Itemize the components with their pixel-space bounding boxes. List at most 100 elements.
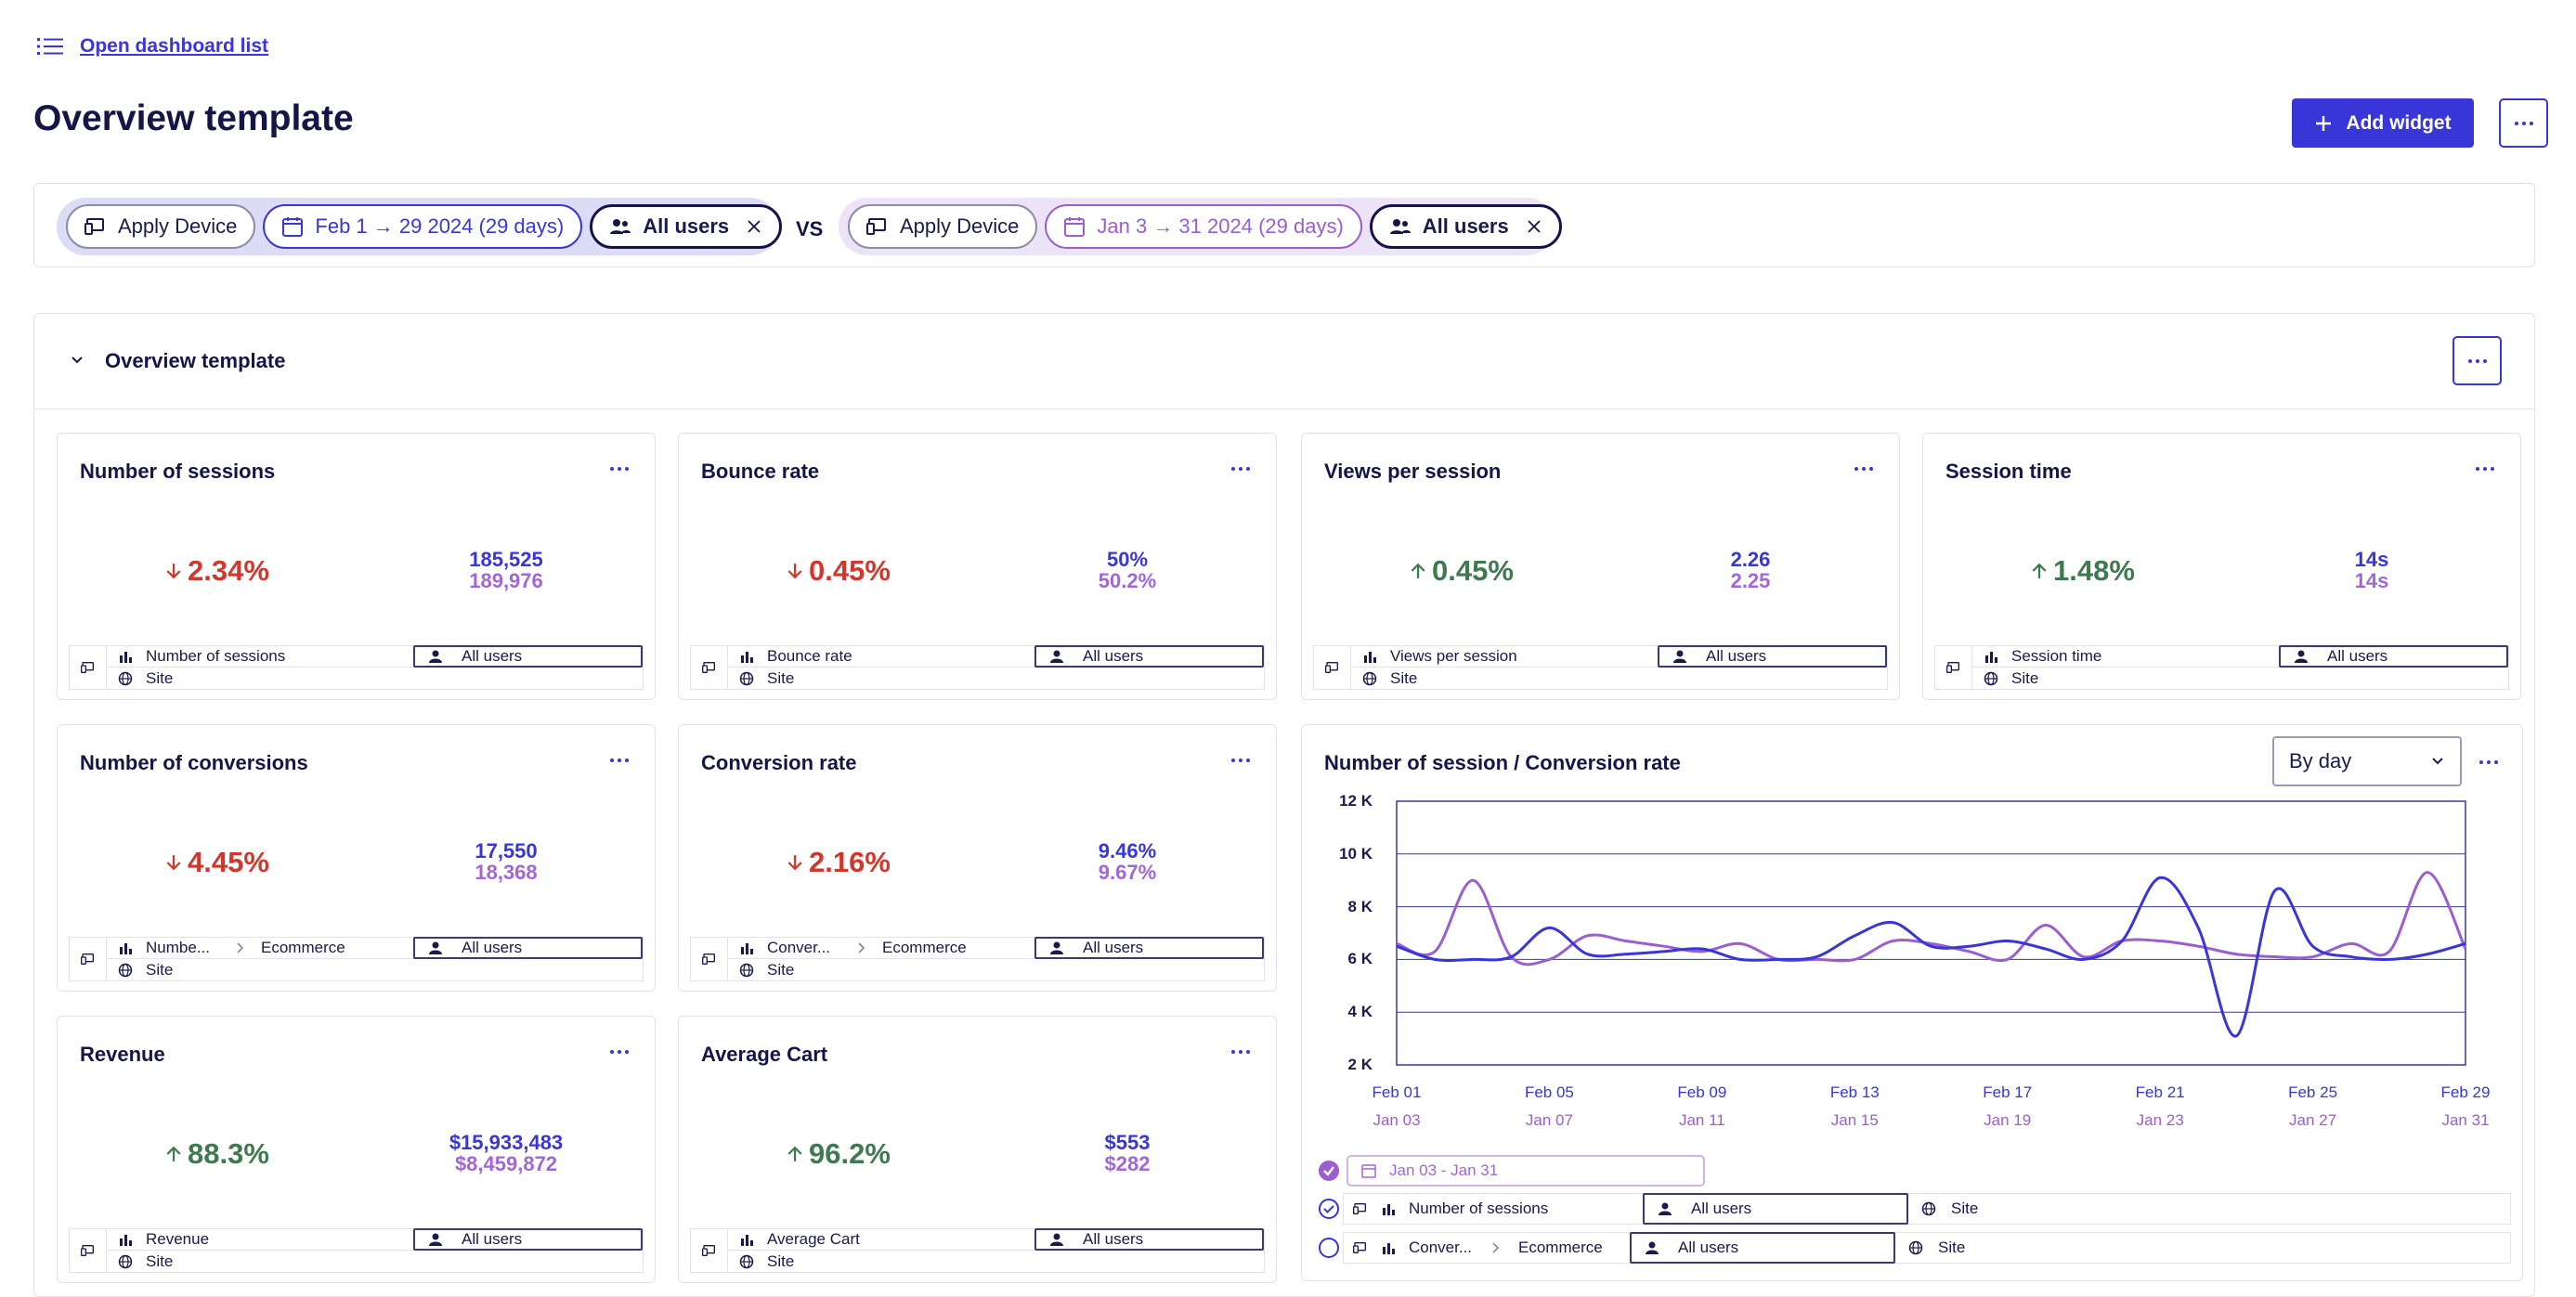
metric-label: Average Cart <box>767 1230 860 1248</box>
users-icon <box>610 219 631 234</box>
chevron-down-icon <box>2432 758 2443 765</box>
footer-metric: Numbe... Ecommerce <box>107 938 413 958</box>
goal-label: Ecommerce <box>261 939 345 956</box>
comparison-value: 14s <box>2354 569 2389 592</box>
legend-metric: Conver... <box>1409 1239 1473 1256</box>
kpi-card: Conversion rate 2.16% 9.46% 9.67% Conver… <box>678 724 1277 992</box>
card-more-button[interactable] <box>2476 467 2494 471</box>
segment-filter[interactable]: All users <box>590 204 783 249</box>
section-more-button[interactable] <box>2452 336 2502 385</box>
site-label: Site <box>1390 668 1418 687</box>
footer-metric-row: Session time All users <box>1971 645 2509 668</box>
footer-device <box>69 645 106 690</box>
y-tick-label: 6 K <box>1347 950 1373 968</box>
segment-label: All users <box>462 1230 523 1248</box>
chevron-down-icon[interactable] <box>70 353 85 368</box>
device-icon <box>1945 662 1959 673</box>
comparison-date-range-picker[interactable]: Jan 3 → 31 2024 (29 days) <box>1045 204 1362 249</box>
legend-segment-label: All users <box>1678 1239 1739 1256</box>
metric-label: Session time <box>2011 647 2102 665</box>
chart-title: Number of session / Conversion rate <box>1324 751 1681 774</box>
change-percentage: 2.34% <box>165 554 269 588</box>
card-title: Conversion rate <box>701 751 857 774</box>
legend-segment: All users <box>1643 1193 1908 1225</box>
site-label: Site <box>146 1252 174 1270</box>
close-icon[interactable] <box>746 218 762 235</box>
x-tick-label-comparison: Jan 07 <box>1525 1111 1573 1129</box>
user-icon <box>1050 941 1063 954</box>
device-icon <box>701 953 715 965</box>
footer-metric-row: Conver... Ecommerce All users <box>727 937 1265 959</box>
plus-icon <box>2316 115 2332 131</box>
metric-label: Revenue <box>146 1230 210 1248</box>
add-widget-button[interactable]: Add widget <box>2292 98 2474 148</box>
granularity-select[interactable]: By day <box>2272 736 2462 786</box>
globe-icon <box>118 671 133 685</box>
more-icon <box>2514 121 2533 125</box>
comparison-value: 50.2% <box>1098 569 1157 592</box>
series-line-comparison <box>1396 871 2467 966</box>
open-dashboard-list[interactable]: Open dashboard list <box>37 35 268 58</box>
kpi-values: 17,550 18,368 <box>475 840 537 883</box>
footer-site-row: Site <box>1971 668 2509 690</box>
comparison-toggle[interactable] <box>1319 1161 1339 1181</box>
chart-more-button[interactable] <box>2479 760 2498 764</box>
date-range-picker[interactable]: Feb 1 → 29 2024 (29 days) <box>263 204 583 249</box>
kpi-card: Bounce rate 0.45% 50% 50.2% Bounce rate … <box>678 433 1277 700</box>
card-more-button[interactable] <box>1231 759 1250 762</box>
card-more-button[interactable] <box>610 1050 629 1054</box>
current-value: $553 <box>1104 1131 1151 1154</box>
device-icon <box>701 1245 715 1256</box>
card-more-button[interactable] <box>1854 467 1873 471</box>
footer-metric: Number of sessions <box>107 646 413 667</box>
globe-icon <box>118 963 133 977</box>
bar-chart-icon <box>1364 652 1376 663</box>
segment-label: All users <box>462 647 523 665</box>
kpi-values: 50% 50.2% <box>1099 549 1156 591</box>
metric-label: Numbe... <box>146 939 210 956</box>
open-dashboard-list-link[interactable]: Open dashboard list <box>80 35 269 57</box>
apply-device-button[interactable]: Apply Device <box>66 204 256 249</box>
footer-site-row: Site <box>1350 668 1888 690</box>
footer-site-row: Site <box>106 668 644 690</box>
sessions-conversion-chart-widget: Number of session / Conversion rate By d… <box>1301 724 2523 1281</box>
legend-row: Number of sessions All users Site <box>1343 1193 2511 1225</box>
comparison-date-label: Jan 3 → 31 2024 (29 days) <box>1097 214 1344 238</box>
card-footer: Average Cart All users Site <box>690 1228 1265 1273</box>
kpi-card: Number of sessions 2.34% 185,525 189,976… <box>57 433 656 700</box>
card-title: Average Cart <box>701 1043 828 1066</box>
user-icon <box>429 1233 442 1246</box>
device-icon <box>1353 1242 1366 1253</box>
close-icon[interactable] <box>1526 218 1542 235</box>
x-tick-label: Feb 29 <box>2440 1083 2491 1101</box>
metric-label: Conver... <box>767 939 831 956</box>
bar-chart-icon <box>741 1235 753 1246</box>
current-value: 14s <box>2354 548 2389 571</box>
card-more-button[interactable] <box>1231 467 1250 471</box>
segment-label: All users <box>1083 647 1144 665</box>
comparison-apply-device-button[interactable]: Apply Device <box>848 204 1038 249</box>
x-tick-label-comparison: Jan 23 <box>2136 1111 2184 1129</box>
footer-metric-row: Bounce rate All users <box>727 645 1265 668</box>
globe-icon <box>1908 1240 1923 1255</box>
kpi-card: Session time 1.48% 14s 14s Session time … <box>1922 433 2521 700</box>
card-more-button[interactable] <box>610 467 629 471</box>
arrow-up-icon <box>1411 563 1425 578</box>
footer-metric-row: Numbe... Ecommerce All users <box>106 937 644 959</box>
dashboard-more-button[interactable] <box>2499 98 2548 148</box>
series-toggle-sessions[interactable] <box>1319 1199 1339 1219</box>
change-percentage: 2.16% <box>787 846 891 879</box>
section-header: Overview template <box>34 314 2534 409</box>
chevron-right-icon <box>1492 1242 1500 1253</box>
footer-metric: Revenue <box>107 1229 413 1250</box>
series-toggle-conversions[interactable] <box>1319 1238 1339 1258</box>
card-more-button[interactable] <box>610 759 629 762</box>
footer-device <box>690 1228 727 1273</box>
comparison-segment-filter[interactable]: All users <box>1369 204 1562 249</box>
user-icon <box>1659 1202 1672 1215</box>
change-value: 2.34% <box>188 554 269 587</box>
footer-site-row: Site <box>727 1251 1265 1273</box>
filter-bar: Apply Device Feb 1 → 29 2024 (29 days) A… <box>33 183 2535 267</box>
globe-icon <box>739 963 754 977</box>
card-more-button[interactable] <box>1231 1050 1250 1054</box>
